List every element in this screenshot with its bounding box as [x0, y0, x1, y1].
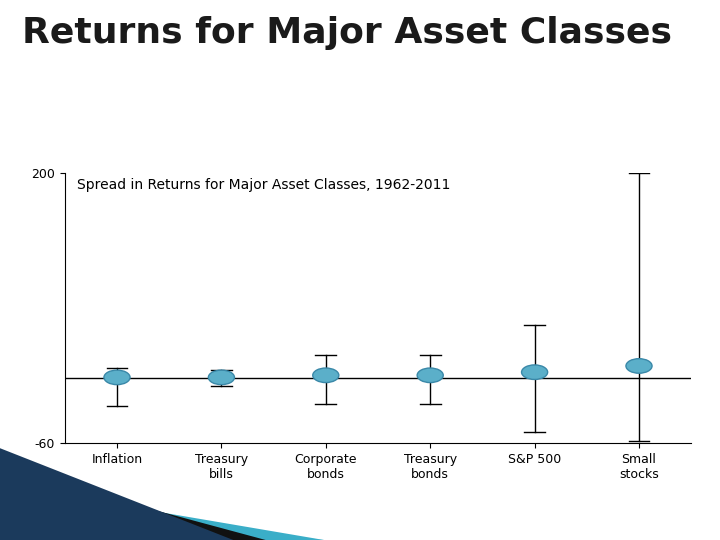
Polygon shape	[0, 485, 324, 540]
Polygon shape	[0, 448, 233, 540]
Ellipse shape	[626, 359, 652, 373]
Text: Returns for Major Asset Classes: Returns for Major Asset Classes	[22, 16, 672, 50]
Ellipse shape	[312, 368, 339, 382]
Polygon shape	[0, 468, 266, 540]
Polygon shape	[0, 503, 324, 540]
Ellipse shape	[208, 370, 235, 384]
Text: Spread in Returns for Major Asset Classes, 1962-2011: Spread in Returns for Major Asset Classe…	[77, 178, 451, 192]
Ellipse shape	[521, 365, 548, 380]
Ellipse shape	[104, 370, 130, 384]
Ellipse shape	[417, 368, 444, 382]
